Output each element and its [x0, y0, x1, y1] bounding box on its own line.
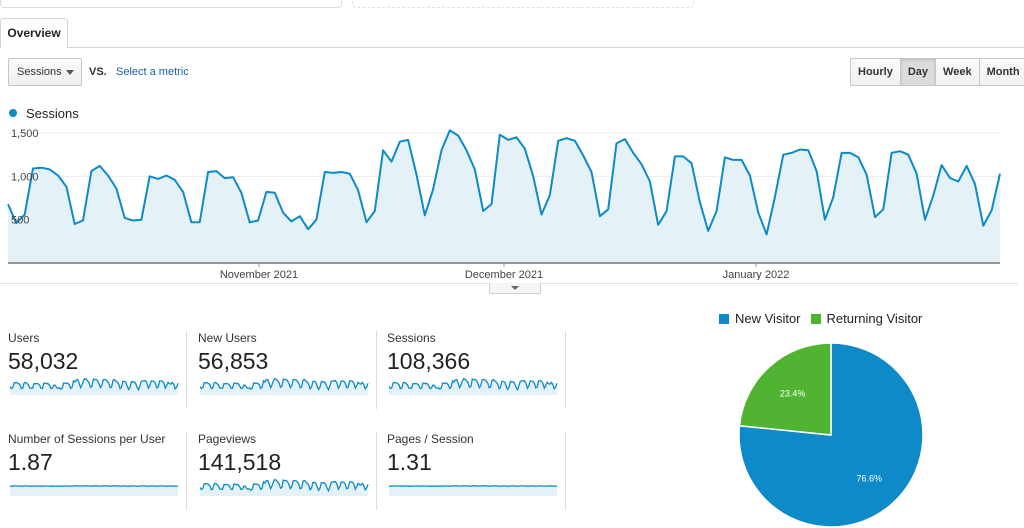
y-tick-label: 1,500: [11, 128, 39, 140]
metric-label: Pages / Session: [387, 432, 474, 446]
sparkline: [389, 476, 559, 496]
y-tick-label: 500: [11, 215, 29, 227]
metric-card-users[interactable]: Users 58,032: [8, 331, 187, 409]
sparkline: [200, 476, 370, 496]
tab-overview[interactable]: Overview: [0, 18, 68, 48]
x-tick-label: January 2022: [723, 269, 790, 280]
vs-label: VS.: [89, 66, 107, 78]
hourly-button[interactable]: Hourly: [850, 58, 901, 86]
metric-label: Number of Sessions per User: [8, 432, 165, 446]
metric-select[interactable]: Sessions: [8, 58, 82, 86]
week-button[interactable]: Week: [936, 58, 980, 86]
sparkline-area: [10, 486, 178, 496]
metric-value: 58,032: [8, 348, 78, 375]
sparkline-area: [389, 486, 557, 496]
legend-dot-icon: [9, 109, 17, 117]
metric-card-pages-per-session[interactable]: Pages / Session 1.31: [387, 432, 566, 510]
metric-card-sessions-per-user[interactable]: Number of Sessions per User 1.87: [8, 432, 187, 510]
sparkline: [10, 476, 180, 496]
y-tick-label: 1,000: [11, 171, 39, 183]
tab-bar: Overview: [0, 18, 1024, 48]
metric-value: 108,366: [387, 348, 470, 375]
metric-label: New Users: [198, 331, 257, 345]
legend-label: Sessions: [26, 106, 79, 121]
x-tick-label: December 2021: [465, 269, 543, 280]
metric-label: Users: [8, 331, 39, 345]
x-tick-label: November 2021: [220, 269, 298, 280]
chart-legend[interactable]: Sessions: [9, 106, 79, 121]
legend-new-visitor[interactable]: New Visitor: [735, 311, 801, 326]
pie-slice-label: 23.4%: [780, 389, 806, 399]
sessions-line-chart[interactable]: 1,500 1,000 500 November 2021 December 2021 J…: [0, 120, 1010, 280]
day-button[interactable]: Day: [901, 58, 936, 86]
metric-value: 56,853: [198, 348, 268, 375]
metric-value: 1.31: [387, 449, 432, 476]
metric-label: Pageviews: [198, 432, 256, 446]
pie-legend: New Visitor Returning Visitor: [719, 311, 922, 326]
metric-card-new-users[interactable]: New Users 56,853: [198, 331, 377, 409]
metric-select-value: Sessions: [17, 66, 62, 78]
sparkline: [10, 375, 180, 395]
series-area: [8, 130, 1000, 263]
new-visitor-swatch: [719, 314, 729, 324]
collapse-handle[interactable]: [489, 283, 541, 294]
sparkline: [200, 375, 370, 395]
date-range-box[interactable]: [0, 0, 342, 8]
select-metric-link[interactable]: Select a metric: [116, 66, 189, 78]
pie-slice-label: 76.6%: [857, 473, 883, 483]
top-bar: [0, 0, 1024, 18]
segment-placeholder[interactable]: [352, 0, 694, 8]
metric-label: Sessions: [387, 331, 436, 345]
sparkline: [389, 375, 559, 395]
metric-card-sessions[interactable]: Sessions 108,366: [387, 331, 566, 409]
returning-visitor-swatch: [811, 314, 821, 324]
month-button[interactable]: Month: [980, 58, 1024, 86]
visitor-pie-chart[interactable]: 76.6% 23.4%: [738, 342, 924, 528]
metric-value: 1.87: [8, 449, 53, 476]
metric-value: 141,518: [198, 449, 281, 476]
granularity-group: Hourly Day Week Month: [850, 58, 1024, 86]
legend-returning-visitor[interactable]: Returning Visitor: [827, 311, 923, 326]
metric-card-pageviews[interactable]: Pageviews 141,518: [198, 432, 377, 510]
caret-down-icon: [66, 70, 74, 75]
